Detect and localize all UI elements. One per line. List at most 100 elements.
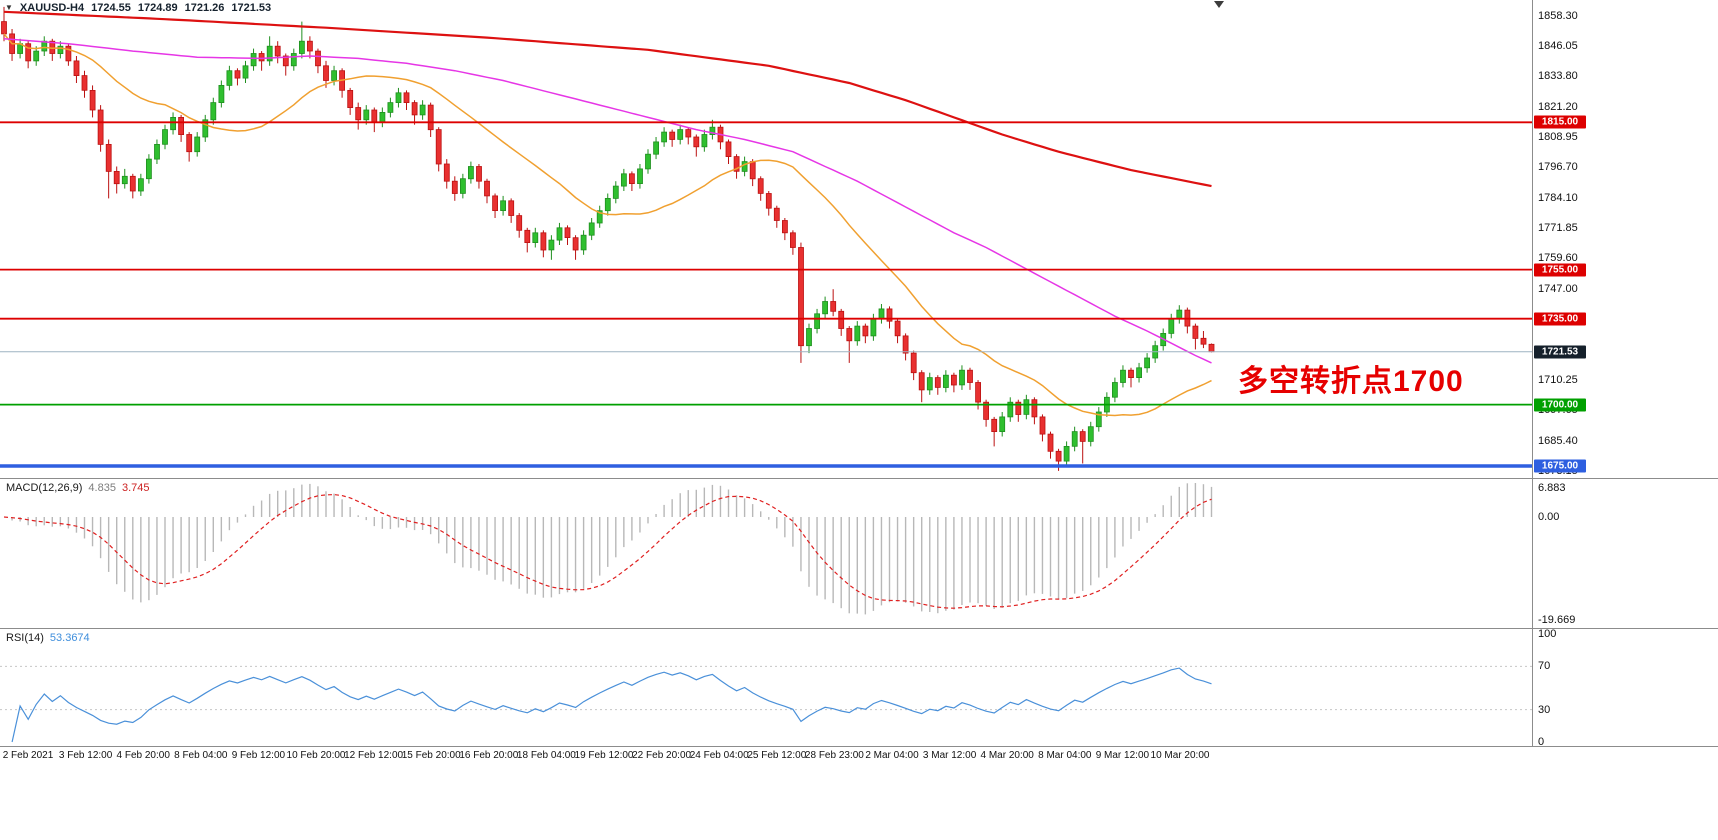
candle: [918, 372, 925, 391]
candle: [637, 168, 643, 184]
candle: [983, 401, 989, 420]
candle: [210, 102, 217, 121]
time-tick-label: 16 Feb 20:00: [459, 750, 519, 761]
candle: [65, 45, 72, 62]
candle: [846, 328, 853, 342]
candle: [1039, 416, 1046, 435]
time-tick-label: 10 Feb 20:00: [286, 750, 346, 761]
candle: [363, 109, 370, 121]
candle: [878, 308, 885, 320]
candle: [1136, 367, 1142, 378]
price-chart-pane[interactable]: [0, 0, 1532, 478]
rsi-indicator-pane[interactable]: [0, 629, 1532, 746]
price-tick-label: 1710.25: [1538, 373, 1578, 386]
candle: [532, 232, 539, 244]
rsi-value: 53.3674: [49, 632, 90, 644]
level-badge-1755.00[interactable]: 1755.00: [1534, 263, 1586, 277]
time-tick-label: 19 Feb 12:00: [574, 750, 634, 761]
candle: [170, 117, 177, 131]
price-tick-label: 1846.05: [1538, 40, 1578, 52]
candle: [806, 328, 812, 347]
candle: [33, 50, 40, 62]
ma-slow-line: [3, 10, 1212, 188]
candle: [427, 104, 434, 131]
candle: [476, 166, 482, 182]
candle: [81, 75, 88, 91]
candle: [234, 70, 241, 79]
price-tick-label: 1808.95: [1538, 131, 1578, 144]
candle: [830, 301, 837, 312]
candle: [145, 158, 152, 180]
candle: [451, 180, 458, 194]
candle: [596, 210, 603, 224]
candle: [387, 102, 394, 113]
level-badge-1700.00[interactable]: 1700.00: [1534, 398, 1586, 412]
candle: [757, 178, 764, 194]
candle: [459, 178, 466, 194]
candle: [991, 418, 998, 432]
candle: [347, 90, 354, 109]
pane-separator[interactable]: [0, 628, 1718, 629]
candle: [1031, 399, 1038, 418]
time-tick-label: 3 Feb 12:00: [58, 750, 113, 761]
candle: [290, 53, 297, 67]
candle: [1055, 450, 1062, 462]
candle: [435, 129, 442, 165]
price-tick-label: 1771.85: [1538, 222, 1578, 235]
price-tick-label: 1858.30: [1538, 10, 1578, 22]
level-badge-1815.00[interactable]: 1815.00: [1534, 115, 1586, 129]
candle: [1063, 445, 1070, 462]
chart-shift-marker-icon[interactable]: [1214, 1, 1224, 8]
time-tick-label: 25 Feb 12:00: [747, 750, 807, 761]
candle: [902, 335, 909, 354]
high-value: 1724.89: [137, 2, 178, 14]
macd-indicator-pane[interactable]: [0, 479, 1532, 628]
candle: [862, 325, 869, 337]
open-value: 1724.55: [91, 2, 131, 14]
price-tick-label: 1821.20: [1538, 101, 1578, 113]
price-tick-label: 1685.40: [1538, 434, 1578, 447]
candle: [395, 92, 402, 104]
level-badge-1675.00[interactable]: 1675.00: [1534, 459, 1586, 473]
candle: [967, 369, 973, 383]
candle: [1208, 343, 1215, 353]
candle: [741, 161, 748, 172]
pane-separator[interactable]: [0, 478, 1718, 479]
candle: [1087, 426, 1094, 442]
candle: [57, 45, 64, 55]
candle: [105, 143, 112, 172]
candle: [645, 153, 651, 170]
candle: [323, 65, 329, 81]
time-tick-label: 18 Feb 04:00: [516, 750, 576, 761]
price-tick-label: 1697.65: [1538, 404, 1578, 417]
candle: [765, 193, 772, 209]
candle: [733, 156, 740, 172]
candle: [331, 70, 338, 81]
candle: [194, 136, 201, 153]
candle: [677, 129, 684, 140]
candle: [226, 70, 233, 86]
candle: [500, 200, 507, 212]
candle: [1168, 318, 1175, 334]
candle: [1112, 382, 1118, 398]
candle: [492, 195, 499, 211]
rsi-label: RSI(14) 53.3674: [6, 632, 90, 644]
candle: [242, 65, 249, 79]
candles-layer: [1, 6, 1215, 471]
macd-histogram: [11, 483, 1213, 615]
time-tick-label: 15 Feb 20:00: [401, 750, 461, 761]
candle: [403, 92, 410, 104]
candle: [540, 232, 547, 251]
candle: [894, 320, 901, 337]
candle: [943, 374, 949, 388]
price-scale-separator: [1532, 0, 1533, 747]
ma-fast-line: [3, 33, 1212, 417]
level-badge-1735.00[interactable]: 1735.00: [1534, 312, 1586, 326]
candle: [782, 220, 788, 234]
candle: [910, 352, 917, 374]
rsi-scale-label: 30: [1538, 703, 1551, 716]
candle: [524, 229, 531, 244]
time-tick-label: 12 Feb 12:00: [344, 750, 404, 761]
candle: [1095, 411, 1102, 428]
candle: [612, 185, 619, 199]
